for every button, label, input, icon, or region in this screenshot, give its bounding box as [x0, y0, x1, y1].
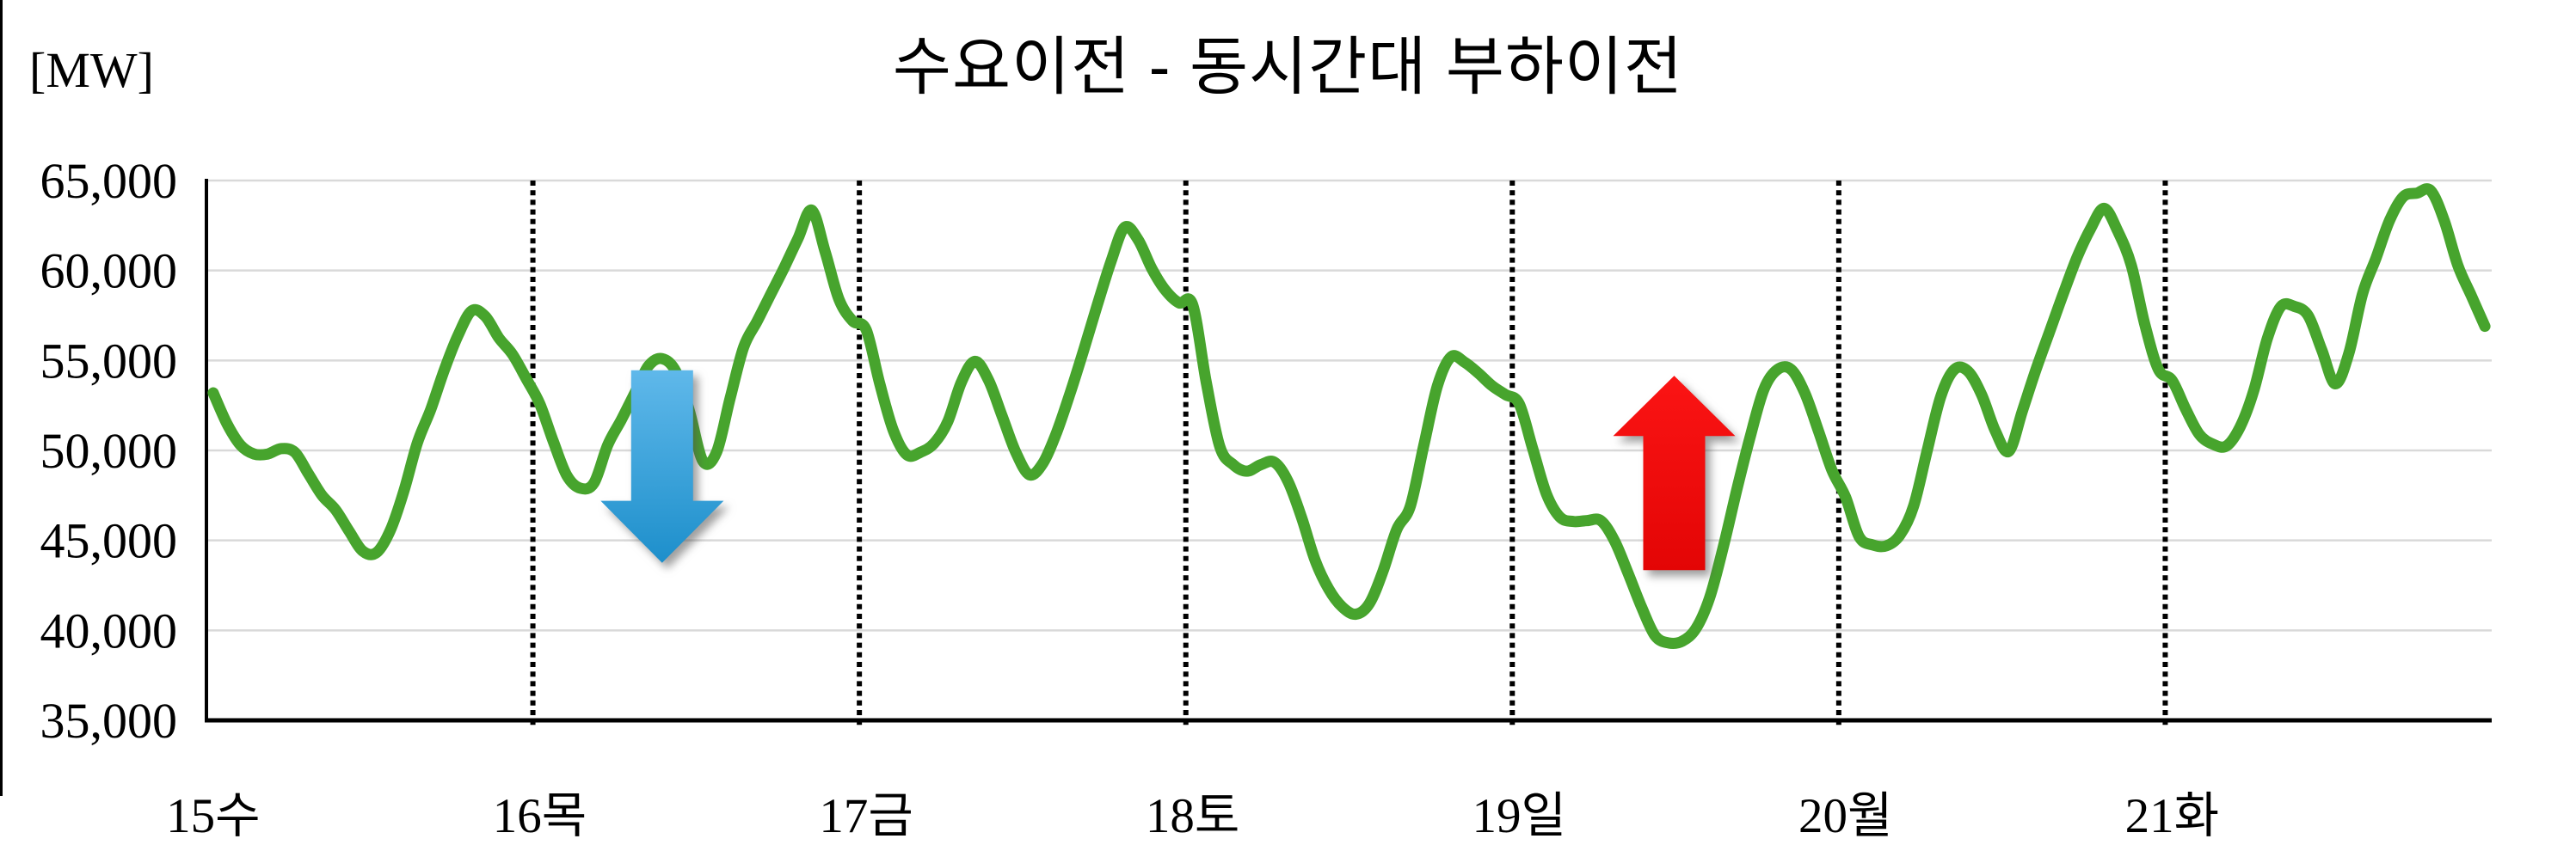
y-axis-tick-label: 40,000	[40, 603, 178, 658]
y-axis-tick-label: 65,000	[40, 153, 178, 209]
y-axis-tick-label: 55,000	[40, 333, 178, 389]
x-axis-day-label: 20월	[1798, 789, 1892, 843]
x-axis-day-label: 17금	[819, 789, 913, 843]
y-axis-unit-label: [MW]	[29, 42, 154, 98]
load-decrease-arrow	[600, 370, 724, 563]
y-axis-tick-label: 60,000	[40, 243, 178, 299]
y-axis-tick-label: 35,000	[40, 693, 178, 749]
load-increase-arrow	[1613, 376, 1736, 571]
load-series-line	[207, 183, 2491, 650]
image-left-border	[0, 0, 3, 796]
x-axis-day-label: 15수	[166, 789, 260, 843]
x-axis-day-label: 19일	[1472, 789, 1565, 843]
x-axis-day-label: 16목	[493, 789, 587, 843]
x-axis-day-label: 21화	[2125, 789, 2219, 843]
x-axis-day-label: 18토	[1146, 789, 1239, 843]
y-axis-tick-label: 50,000	[40, 423, 178, 479]
chart-title: 수요이전 - 동시간대 부하이전	[892, 31, 1684, 102]
y-axis-tick-label: 45,000	[40, 513, 178, 569]
